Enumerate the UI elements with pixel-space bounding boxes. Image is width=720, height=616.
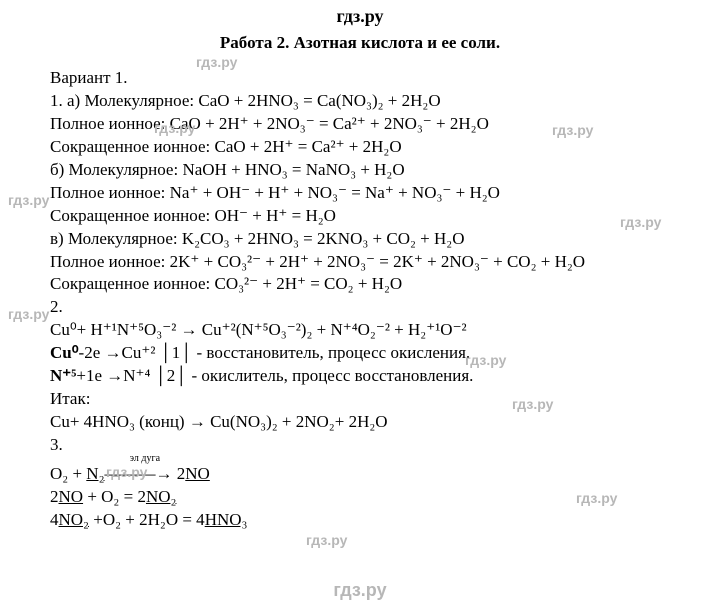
task2-half2-rest: +1e →N⁺⁴ │2│ - окислитель, процесс восст… bbox=[76, 366, 473, 385]
l1-n2: N₂ bbox=[86, 464, 104, 483]
task1-c-molecular: в) Молекулярное: K₂CO₃ + 2HNO₃ = 2KNO₃ +… bbox=[50, 228, 690, 251]
l2-no2: NO₂ bbox=[146, 487, 176, 506]
task2-equation: Cu⁰+ H⁺¹N⁺⁵O₃⁻² → Cu⁺²(N⁺⁵O₃⁻²)₂ + N⁺⁴O₂… bbox=[50, 319, 690, 342]
l1-part-a: O₂ + bbox=[50, 464, 86, 483]
cu0-bold: Cu⁰ bbox=[50, 343, 79, 362]
task1-b-molecular: б) Молекулярное: NaOH + HNO₃ = NaNO₃ + H… bbox=[50, 159, 690, 182]
l3-a: 4 bbox=[50, 510, 59, 529]
task1-c-full-ionic: Полное ионное: 2K⁺ + CO₃²⁻ + 2H⁺ + 2NO₃⁻… bbox=[50, 251, 690, 274]
task2-num: 2. bbox=[50, 296, 690, 319]
l3-no2: NO₂ bbox=[59, 510, 89, 529]
footer-watermark: гдз.ру bbox=[0, 580, 720, 601]
watermark: гдз.ру bbox=[306, 532, 347, 548]
arc-arrow: эл дуга ———→ 2 bbox=[105, 463, 186, 486]
task3-line1: O₂ + N₂эл дуга ———→ 2NO bbox=[50, 463, 690, 486]
arc-label: эл дуга bbox=[130, 452, 160, 466]
l2-no: NO bbox=[59, 487, 84, 506]
variant-label: Вариант 1. bbox=[50, 67, 690, 90]
work-title: Работа 2. Азотная кислота и ее соли. bbox=[0, 33, 720, 67]
task1-a-full-ionic: Полное ионное: CaO + 2H⁺ + 2NO₃⁻ = Ca²⁺ … bbox=[50, 113, 690, 136]
task1-b-full-ionic: Полное ионное: Na⁺ + OH⁻ + H⁺ + NO₃⁻ = N… bbox=[50, 182, 690, 205]
task2-half1-rest: -2e →Cu⁺² │1│ - восстановитель, процесс … bbox=[79, 343, 471, 362]
task3-line2: 2NO + O₂ = 2NO₂ bbox=[50, 486, 690, 509]
l3-hno3: HNO₃ bbox=[205, 510, 248, 529]
l3-c: +O₂ + 2H₂O = 4 bbox=[89, 510, 205, 529]
task2-final: Cu+ 4HNO₃ (конц) → Cu(NO₃)₂ + 2NO₂+ 2H₂O bbox=[50, 411, 690, 434]
l2-a: 2 bbox=[50, 487, 59, 506]
task2-half2: N⁺⁵+1e →N⁺⁴ │2│ - окислитель, процесс во… bbox=[50, 365, 690, 388]
task2-half1: Cu⁰-2e →Cu⁺² │1│ - восстановитель, проце… bbox=[50, 342, 690, 365]
task1-b-short-ionic: Сокращенное ионное: OH⁻ + H⁺ = H₂O bbox=[50, 205, 690, 228]
task2-itak: Итак: bbox=[50, 388, 690, 411]
task1-a-short-ionic: Сокращенное ионное: CaO + 2H⁺ = Ca²⁺ + 2… bbox=[50, 136, 690, 159]
l1-no: NO bbox=[185, 464, 210, 483]
task1-a-molecular: 1. а) Молекулярное: CaO + 2HNO₃ = Ca(NO₃… bbox=[50, 90, 690, 113]
l2-c: + O₂ = 2 bbox=[83, 487, 146, 506]
content-block: Вариант 1. 1. а) Молекулярное: CaO + 2HN… bbox=[0, 67, 720, 532]
site-header: гдз.ру bbox=[0, 0, 720, 33]
l1-arrow: ———→ 2 bbox=[105, 464, 186, 483]
task1-c-short-ionic: Сокращенное ионное: CO₃²⁻ + 2H⁺ = CO₂ + … bbox=[50, 273, 690, 296]
n5-bold: N⁺⁵ bbox=[50, 366, 76, 385]
task3-line3: 4NO₂ +O₂ + 2H₂O = 4HNO₃ bbox=[50, 509, 690, 532]
